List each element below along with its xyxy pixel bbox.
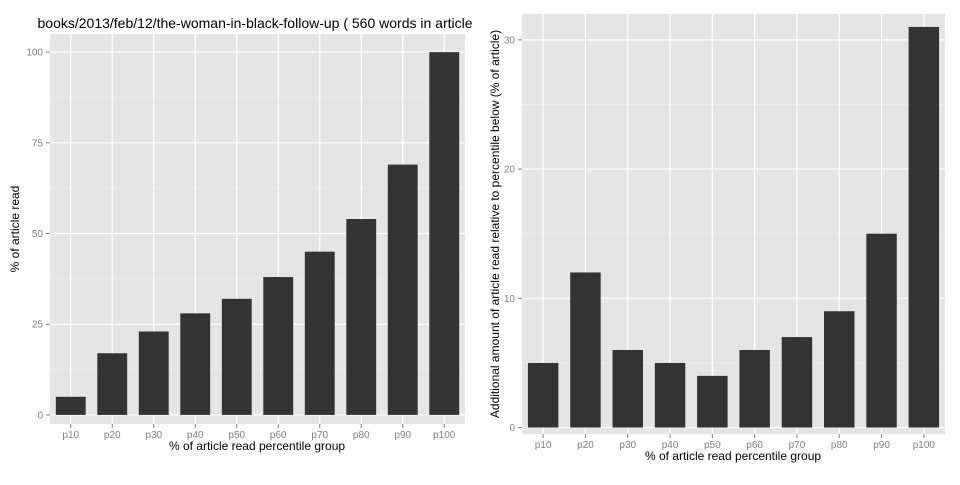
x-axis-label: % of article read percentile group [645, 449, 821, 463]
x-tick-label: p70 [789, 440, 806, 451]
x-tick-label: p40 [662, 440, 679, 451]
bar-p90 [387, 164, 418, 415]
bar-p70 [304, 251, 335, 415]
x-tick-label: p10 [535, 440, 552, 451]
y-tick-label: 25 [32, 320, 44, 331]
chart-title: books/2013/feb/12/the-woman-in-black-fol… [38, 15, 473, 31]
x-tick-label: p70 [311, 430, 328, 441]
y-tick-label: 30 [504, 35, 516, 46]
bar-p100 [908, 26, 940, 428]
bar-p100 [429, 52, 460, 415]
bar-p80 [346, 219, 377, 415]
x-tick-label: p50 [228, 430, 245, 441]
x-tick-label: p100 [433, 430, 456, 441]
y-tick-label: 10 [504, 294, 516, 305]
y-tick-label: 50 [32, 229, 44, 240]
x-tick-label: p90 [394, 430, 411, 441]
y-axis-label: Additional amount of article read relati… [488, 30, 502, 418]
y-tick-label: 0 [509, 423, 515, 434]
bar-p50 [221, 298, 252, 415]
bar-p30 [612, 350, 643, 428]
right-chart: 0 10 20 30 p10 p20 p30 p40 p50 p60 p70 p80 p90 p100 % … [488, 14, 945, 463]
x-tick-label: p60 [270, 430, 287, 441]
bar-p40 [180, 313, 211, 415]
bar-p70 [781, 337, 813, 428]
x-tick-label: p20 [104, 430, 121, 441]
x-tick-label: p90 [873, 440, 890, 451]
x-tick-label: p30 [145, 430, 162, 441]
y-tick-label: 20 [504, 165, 516, 176]
bar-p40 [654, 362, 686, 428]
bar-p30 [138, 331, 169, 415]
bar-p80 [824, 311, 855, 428]
x-tick-label: p30 [619, 440, 636, 451]
y-tick-label: 75 [32, 138, 44, 149]
x-tick-label: p50 [704, 440, 721, 451]
left-chart: 0 25 50 75 100 p10 p20 p30 p40 p50 p60 p70 p80 p90 p10… [8, 34, 465, 453]
x-axis-label: % of article read percentile group [169, 439, 345, 453]
x-tick-label: p20 [577, 440, 594, 451]
bar-p10 [527, 362, 559, 428]
bar-p20 [97, 353, 128, 415]
bar-p90 [866, 233, 897, 428]
x-tick-label: p80 [831, 440, 848, 451]
x-tick-label: p10 [62, 430, 79, 441]
y-tick-label: 0 [37, 410, 43, 421]
bar-p10 [55, 396, 86, 415]
y-tick-label: 100 [26, 48, 43, 59]
bar-p60 [739, 350, 770, 428]
x-tick-label: p60 [746, 440, 763, 451]
bar-p50 [697, 375, 728, 428]
x-tick-label: p40 [187, 430, 204, 441]
x-tick-label: p100 [913, 440, 936, 451]
bar-p20 [570, 272, 601, 428]
bar-p60 [263, 277, 294, 415]
y-axis-label: % of article read [8, 186, 22, 273]
x-tick-label: p80 [353, 430, 370, 441]
